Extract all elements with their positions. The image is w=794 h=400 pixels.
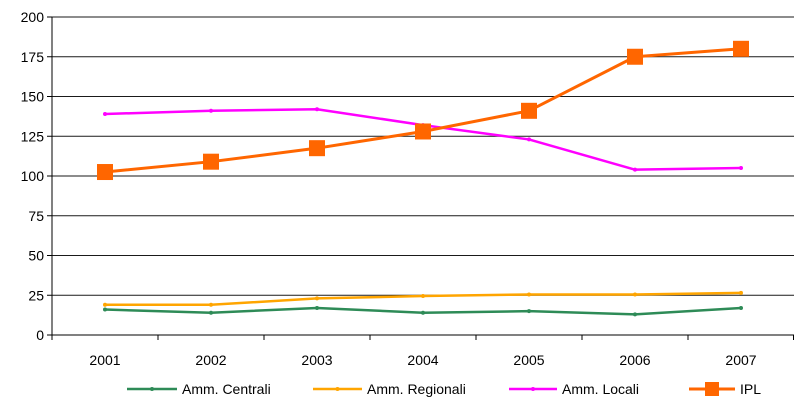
legend-label: Amm. Regionali xyxy=(367,381,466,397)
data-point-marker xyxy=(739,305,743,310)
y-tick-label: 150 xyxy=(21,89,45,105)
legend-label: Amm. Centrali xyxy=(182,381,271,397)
data-point-marker xyxy=(633,312,637,317)
legend-item: IPL xyxy=(689,381,761,397)
y-tick-label: 175 xyxy=(21,49,45,65)
legend-swatch-marker xyxy=(335,387,340,391)
y-tick-label: 75 xyxy=(28,208,44,224)
data-point-marker xyxy=(315,296,319,301)
data-point-marker xyxy=(209,302,213,307)
data-point-marker xyxy=(309,140,325,157)
legend-swatch-marker xyxy=(705,382,719,396)
x-axis-ticks: 2001 2002 2003 2004 2005 2006 2007 xyxy=(51,335,794,368)
legend-swatch-marker xyxy=(150,387,154,391)
data-point-marker xyxy=(627,48,643,65)
legend-item: Amm. Regionali xyxy=(313,381,466,397)
data-point-marker xyxy=(633,292,637,297)
series-amm-centrali xyxy=(103,305,743,317)
x-tick-label: 2001 xyxy=(89,352,120,368)
gridlines xyxy=(52,16,794,296)
x-tick-label: 2002 xyxy=(195,352,226,368)
data-point-marker xyxy=(209,108,213,113)
y-axis-ticks: 0 25 50 75 100 125 150 175 200 xyxy=(21,9,52,343)
legend-item: Amm. Locali xyxy=(509,381,639,397)
data-point-marker xyxy=(203,153,219,170)
data-point-marker xyxy=(739,290,743,295)
x-tick-label: 2005 xyxy=(513,352,544,368)
legend-label: IPL xyxy=(740,381,761,397)
x-tick-label: 2004 xyxy=(407,352,438,368)
y-tick-label: 25 xyxy=(28,287,44,303)
data-point-marker xyxy=(103,302,107,307)
data-point-marker xyxy=(521,102,537,119)
data-point-marker xyxy=(315,107,319,112)
data-point-marker xyxy=(103,307,107,312)
series-ipl xyxy=(97,40,749,181)
data-point-marker xyxy=(415,123,431,140)
data-point-marker xyxy=(633,167,637,172)
series-lines xyxy=(97,40,749,317)
data-point-marker xyxy=(209,310,213,315)
data-point-marker xyxy=(103,111,107,116)
series-amm-regionali xyxy=(103,290,743,307)
x-tick-label: 2006 xyxy=(619,352,650,368)
data-point-marker xyxy=(421,310,425,315)
legend-label: Amm. Locali xyxy=(562,381,639,397)
legend: Amm. Centrali Amm. Regionali Amm. Locali IP… xyxy=(127,381,761,397)
x-tick-label: 2007 xyxy=(725,352,756,368)
y-tick-label: 200 xyxy=(21,9,45,25)
x-tick-label: 2003 xyxy=(301,352,332,368)
data-point-marker xyxy=(527,137,531,142)
legend-swatch-marker xyxy=(531,387,535,391)
data-point-marker xyxy=(733,40,749,57)
data-point-marker xyxy=(315,305,319,310)
y-tick-label: 125 xyxy=(21,128,45,144)
data-point-marker xyxy=(739,166,743,171)
data-point-marker xyxy=(527,309,531,314)
y-tick-label: 100 xyxy=(21,168,45,184)
legend-item: Amm. Centrali xyxy=(127,381,271,397)
data-point-marker xyxy=(421,294,425,299)
data-point-marker xyxy=(527,292,531,297)
y-tick-label: 0 xyxy=(36,327,44,343)
data-point-marker xyxy=(97,164,113,181)
y-tick-label: 50 xyxy=(28,248,44,264)
